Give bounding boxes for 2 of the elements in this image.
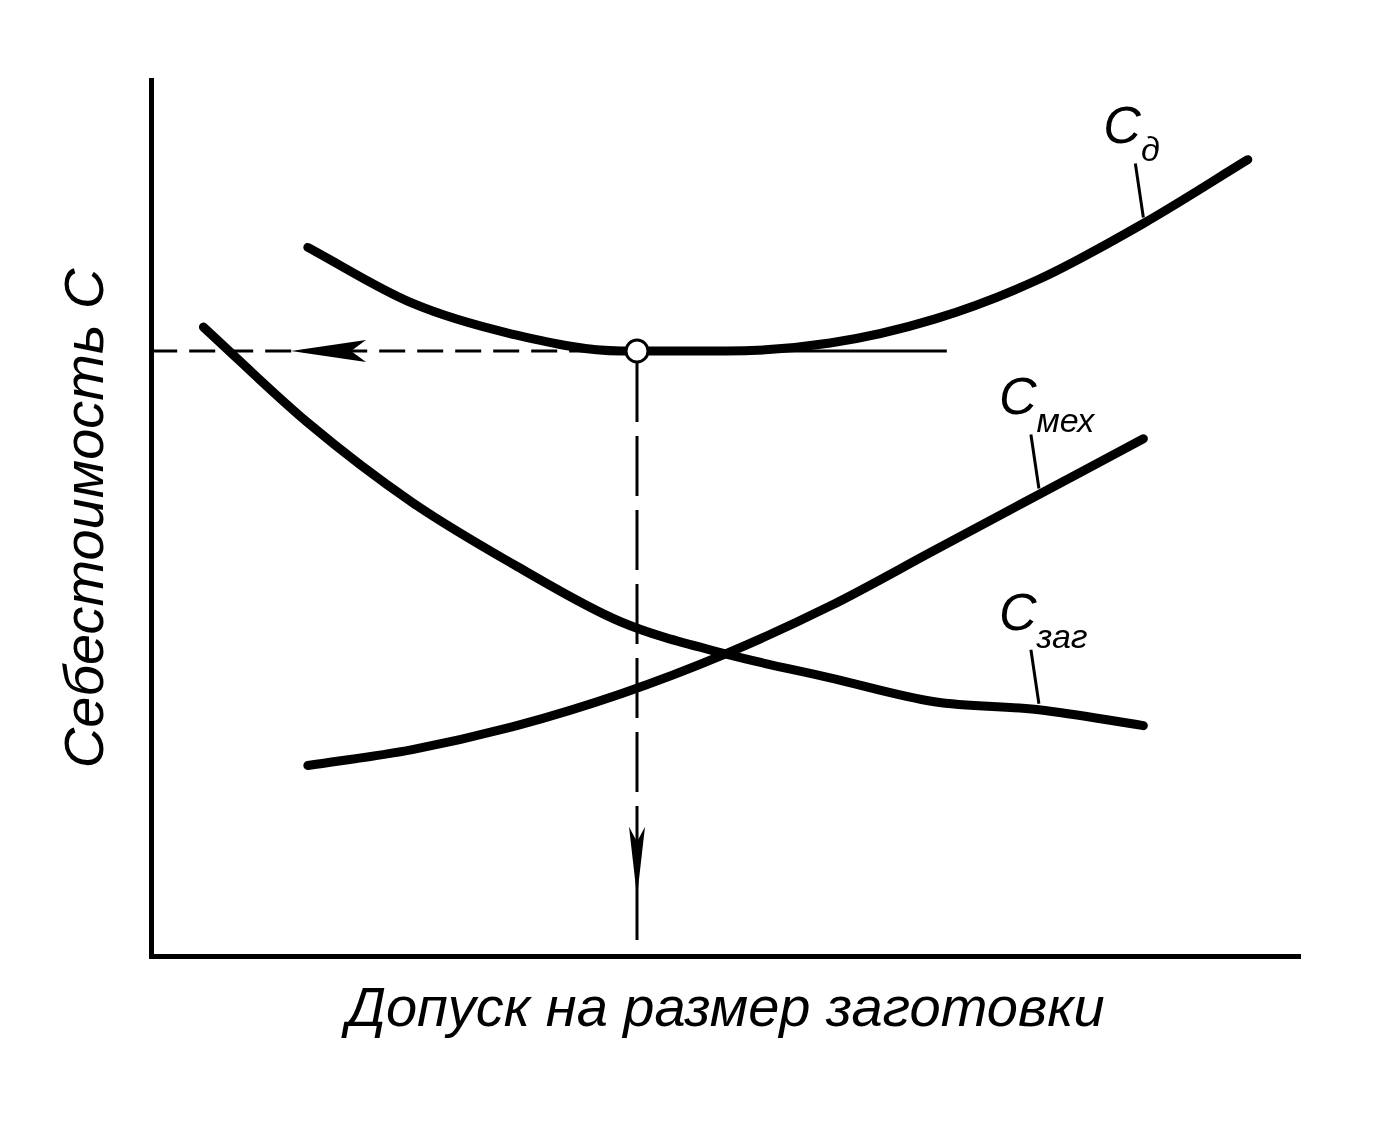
y-axis-title: Себестоимость С (52, 268, 116, 769)
x-axis-title: Допуск на размер заготовки (340, 974, 1105, 1038)
